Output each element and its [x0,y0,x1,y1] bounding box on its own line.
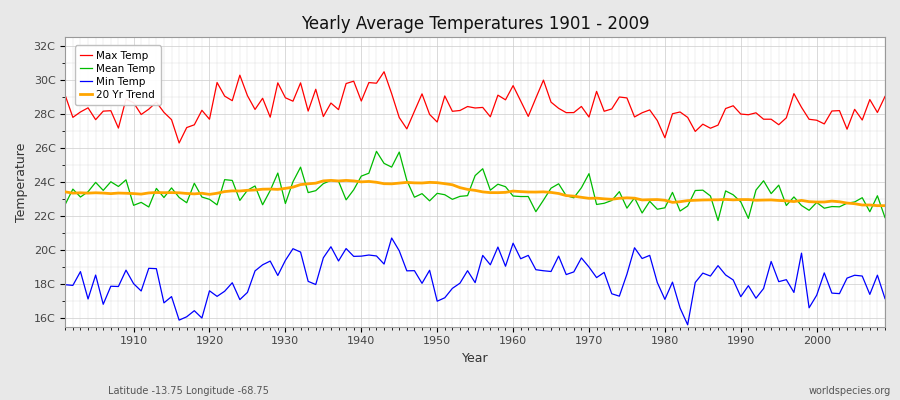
20 Yr Trend [326,178,337,183]
Mean Temp [60,202,71,207]
Mean Temp [713,218,724,223]
Max Temp [60,93,71,98]
Max Temp [295,80,306,85]
Max Temp [523,114,534,119]
Mean Temp [516,194,526,199]
Line: Max Temp: Max Temp [66,72,885,143]
Y-axis label: Temperature: Temperature [15,142,28,222]
Text: worldspecies.org: worldspecies.org [809,386,891,396]
Min Temp [60,282,71,287]
Max Temp [341,81,352,86]
Min Temp [288,246,299,251]
Max Temp [614,95,625,100]
Mean Temp [121,178,131,182]
Min Temp [386,236,397,240]
Min Temp [879,296,890,301]
Mean Temp [288,179,299,184]
20 Yr Trend [288,185,299,190]
20 Yr Trend [121,191,131,196]
Mean Temp [879,215,890,220]
Mean Temp [371,149,382,154]
Text: Latitude -13.75 Longitude -68.75: Latitude -13.75 Longitude -68.75 [108,386,269,396]
Line: 20 Yr Trend: 20 Yr Trend [66,180,885,206]
Mean Temp [333,179,344,184]
Min Temp [516,256,526,261]
X-axis label: Year: Year [462,352,489,365]
Legend: Max Temp, Mean Temp, Min Temp, 20 Yr Trend: Max Temp, Mean Temp, Min Temp, 20 Yr Tre… [75,46,161,105]
Max Temp [174,140,184,145]
Line: Mean Temp: Mean Temp [66,151,885,220]
Max Temp [379,69,390,74]
Title: Yearly Average Temperatures 1901 - 2009: Yearly Average Temperatures 1901 - 2009 [301,15,650,33]
Line: Min Temp: Min Temp [66,238,885,325]
Min Temp [333,258,344,263]
Min Temp [682,322,693,327]
20 Yr Trend [879,203,890,208]
20 Yr Trend [60,190,71,194]
20 Yr Trend [607,197,617,202]
20 Yr Trend [516,189,526,194]
20 Yr Trend [341,178,352,183]
Mean Temp [508,194,518,198]
Max Temp [516,98,526,103]
20 Yr Trend [508,189,518,194]
Min Temp [508,241,518,246]
Mean Temp [607,198,617,203]
Min Temp [607,291,617,296]
Max Temp [879,94,890,99]
Max Temp [121,97,131,102]
Min Temp [121,268,131,272]
